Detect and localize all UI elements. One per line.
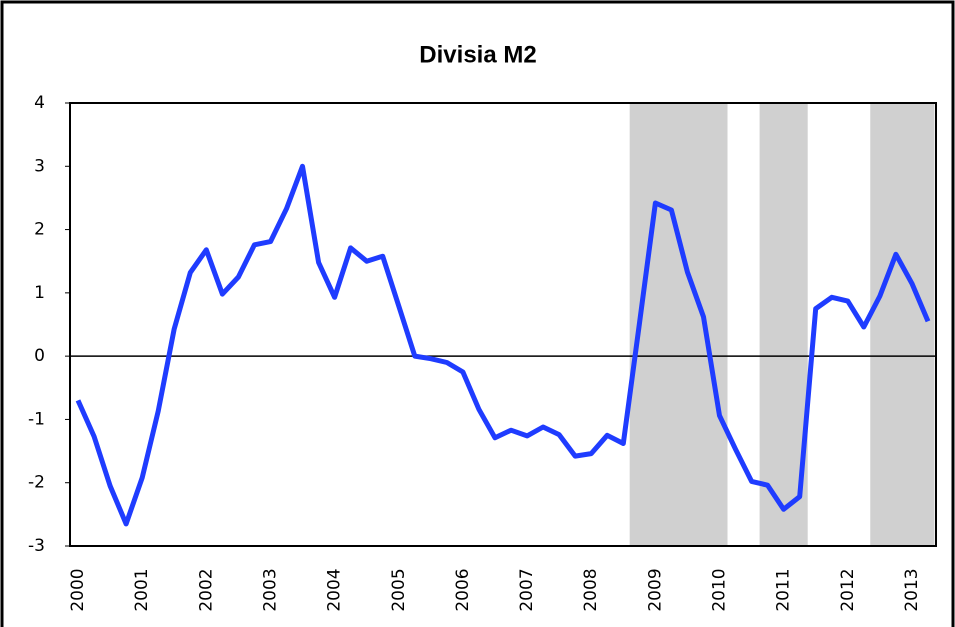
x-tick-label: 2002 bbox=[196, 568, 216, 611]
x-tick-label: 2013 bbox=[902, 568, 922, 611]
x-tick-label: 2008 bbox=[581, 568, 601, 611]
y-tick-label: 0 bbox=[34, 346, 45, 366]
chart-title: Divisia M2 bbox=[419, 41, 536, 68]
y-tick-label: -2 bbox=[28, 473, 45, 493]
y-tick-label: -1 bbox=[28, 409, 45, 429]
x-tick-label: 2007 bbox=[517, 568, 537, 611]
x-tick-label: 2005 bbox=[389, 568, 409, 611]
plot-border bbox=[69, 102, 937, 547]
shaded-period bbox=[870, 103, 935, 546]
x-tick-label: 2003 bbox=[260, 568, 280, 611]
y-tick-label: 1 bbox=[34, 283, 45, 303]
x-tick-label: 2004 bbox=[325, 568, 345, 611]
x-tick-label: 2006 bbox=[453, 568, 473, 611]
y-tick-label: 4 bbox=[34, 93, 45, 113]
y-tick-label: 3 bbox=[34, 156, 45, 176]
x-tick-label: 2001 bbox=[132, 568, 152, 611]
x-tick-label: 2009 bbox=[645, 568, 665, 611]
x-tick-label: 2012 bbox=[838, 568, 858, 611]
shaded-period bbox=[629, 103, 728, 546]
y-tick-label: -3 bbox=[28, 536, 45, 556]
x-tick-label: 2011 bbox=[774, 568, 794, 611]
y-tick-label: 2 bbox=[34, 220, 45, 240]
x-tick-label: 2010 bbox=[710, 568, 730, 611]
x-tick-label: 2000 bbox=[68, 568, 88, 611]
data-line bbox=[75, 163, 931, 527]
